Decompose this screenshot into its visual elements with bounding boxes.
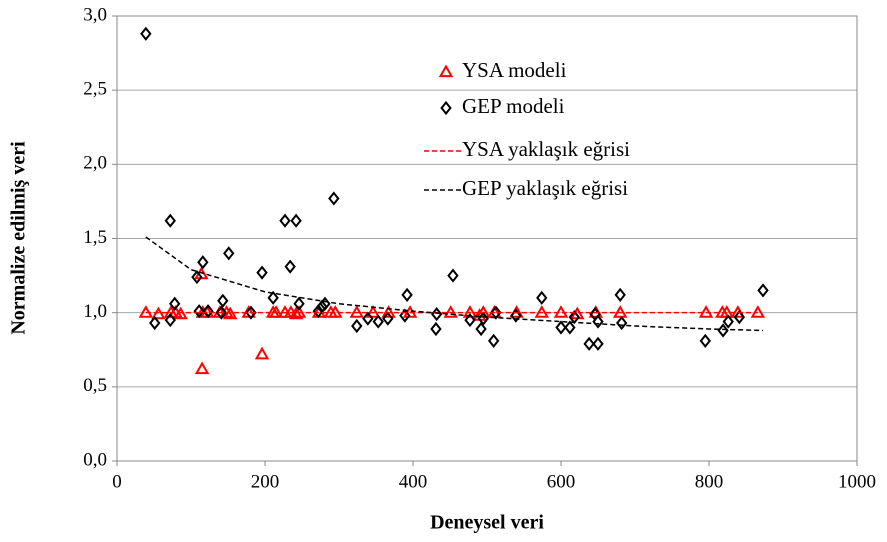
diamond-marker — [699, 333, 711, 348]
triangle-marker — [222, 306, 238, 320]
diamond-marker — [487, 333, 500, 348]
x-tick-label: 0 — [112, 471, 122, 492]
diamond-marker — [149, 315, 161, 331]
x-tick-label: 800 — [695, 471, 724, 492]
diamond-marker — [169, 296, 181, 311]
diamond-marker — [197, 255, 209, 270]
diamond-marker — [351, 318, 363, 334]
diamond-marker — [193, 304, 205, 319]
x-tick-label: 600 — [547, 471, 576, 492]
diamond-marker — [279, 213, 291, 228]
x-axis-title: Deneysel veri — [430, 512, 544, 534]
diamond-marker — [592, 336, 604, 351]
y-tick-label: 3,0 — [83, 4, 107, 25]
diamond-marker — [293, 296, 305, 311]
diamond-marker — [191, 269, 203, 285]
y-tick-label: 2,5 — [83, 79, 107, 100]
triangle-marker — [288, 306, 304, 320]
diamond-marker — [362, 311, 374, 326]
diamond-marker — [256, 265, 268, 280]
diamond-marker — [475, 321, 487, 337]
y-tick-label: 1,5 — [83, 227, 107, 248]
diamond-marker — [757, 283, 769, 298]
legend-label: GEP modeli — [462, 94, 565, 118]
diamond-marker — [440, 100, 452, 116]
diamond-marker — [215, 305, 228, 320]
diamond-marker — [615, 315, 628, 331]
x-tick-label: 200 — [251, 471, 280, 492]
diamond-marker — [164, 213, 176, 228]
diamond-marker — [284, 259, 296, 274]
diamond-marker — [430, 321, 442, 337]
diamond-marker — [733, 310, 746, 325]
diamond-marker — [464, 312, 476, 328]
diamond-marker — [245, 305, 257, 320]
diamond-marker — [564, 320, 576, 335]
triangle-marker — [438, 64, 454, 78]
diamond-marker — [140, 26, 152, 41]
diamond-marker — [583, 336, 595, 351]
diamond-marker — [430, 307, 443, 322]
diamond-marker — [722, 314, 734, 329]
diamond-marker — [592, 314, 604, 329]
diamond-marker — [290, 213, 302, 228]
diamond-marker — [328, 191, 340, 206]
x-tick-label: 400 — [399, 471, 428, 492]
diamond-marker — [217, 293, 229, 308]
diamond-marker — [372, 314, 384, 329]
diamond-marker — [401, 287, 413, 302]
triangle-marker — [254, 346, 270, 360]
y-tick-label: 0,0 — [83, 449, 107, 470]
diamond-marker — [510, 308, 522, 323]
triangle-marker — [612, 305, 628, 318]
diamond-marker — [202, 304, 214, 319]
y-tick-label: 1,0 — [83, 301, 107, 322]
diamond-marker — [717, 323, 729, 338]
diamond-marker — [490, 305, 502, 320]
diamond-marker — [382, 311, 394, 326]
diamond-marker — [312, 304, 324, 319]
plot-border — [116, 15, 858, 462]
diamond-marker — [447, 268, 459, 283]
y-tick-label: 0,5 — [83, 375, 107, 396]
diamond-marker — [164, 312, 176, 328]
diamond-marker — [267, 290, 279, 305]
legend-label: GEP yaklaşık eğrisi — [462, 176, 628, 200]
legend-label: YSA yaklaşık eğrisi — [462, 137, 630, 161]
diamond-marker — [614, 287, 626, 302]
y-tick-label: 2,0 — [83, 153, 107, 174]
diamond-marker — [555, 320, 567, 335]
triangle-marker — [173, 306, 188, 320]
y-axis-title: Normalize edilmiş veri — [8, 141, 30, 335]
legend-label: YSA modeli — [462, 58, 567, 82]
triangle-marker — [381, 305, 396, 318]
x-tick-label: 1000 — [838, 471, 876, 492]
diamond-marker — [399, 308, 411, 323]
triangle-marker — [151, 306, 166, 320]
diamond-marker — [223, 246, 235, 261]
triangle-marker — [194, 361, 210, 375]
diamond-marker — [536, 290, 548, 305]
